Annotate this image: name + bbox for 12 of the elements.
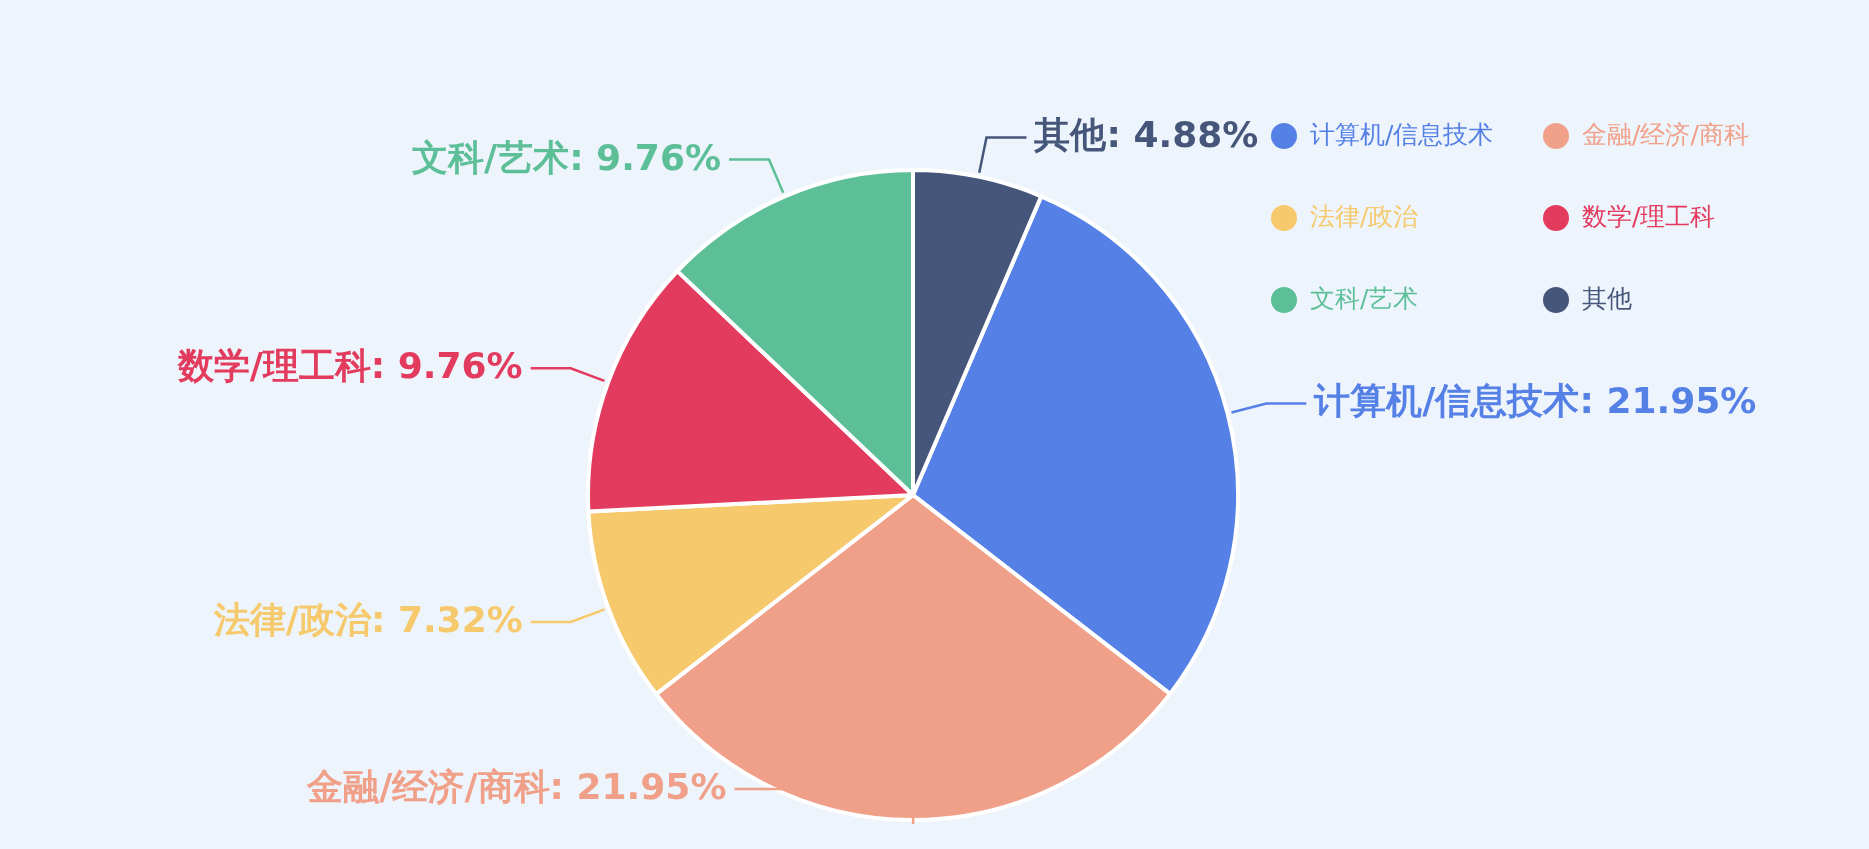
category-label: 法律/政治: 7.32% [213, 598, 523, 640]
legend-label: 金融/经济/商科 [1582, 120, 1749, 149]
category-label: 数学/理工科: 9.76% [177, 345, 523, 387]
legend-label: 计算机/信息技术 [1310, 120, 1494, 149]
legend-label: 数学/理工科 [1582, 202, 1716, 231]
category-label: 金融/经济/商科: 21.95% [307, 766, 727, 807]
legend-label: 法律/政治 [1310, 202, 1419, 231]
category-label: 计算机/信息技术: 21.95% [1314, 380, 1757, 422]
category-label: 文科/艺术: 9.76% [412, 136, 722, 178]
legend-label: 其他 [1582, 284, 1632, 313]
legend-label: 文科/艺术 [1310, 284, 1419, 313]
category-label: 其他: 4.88% [1034, 114, 1259, 156]
